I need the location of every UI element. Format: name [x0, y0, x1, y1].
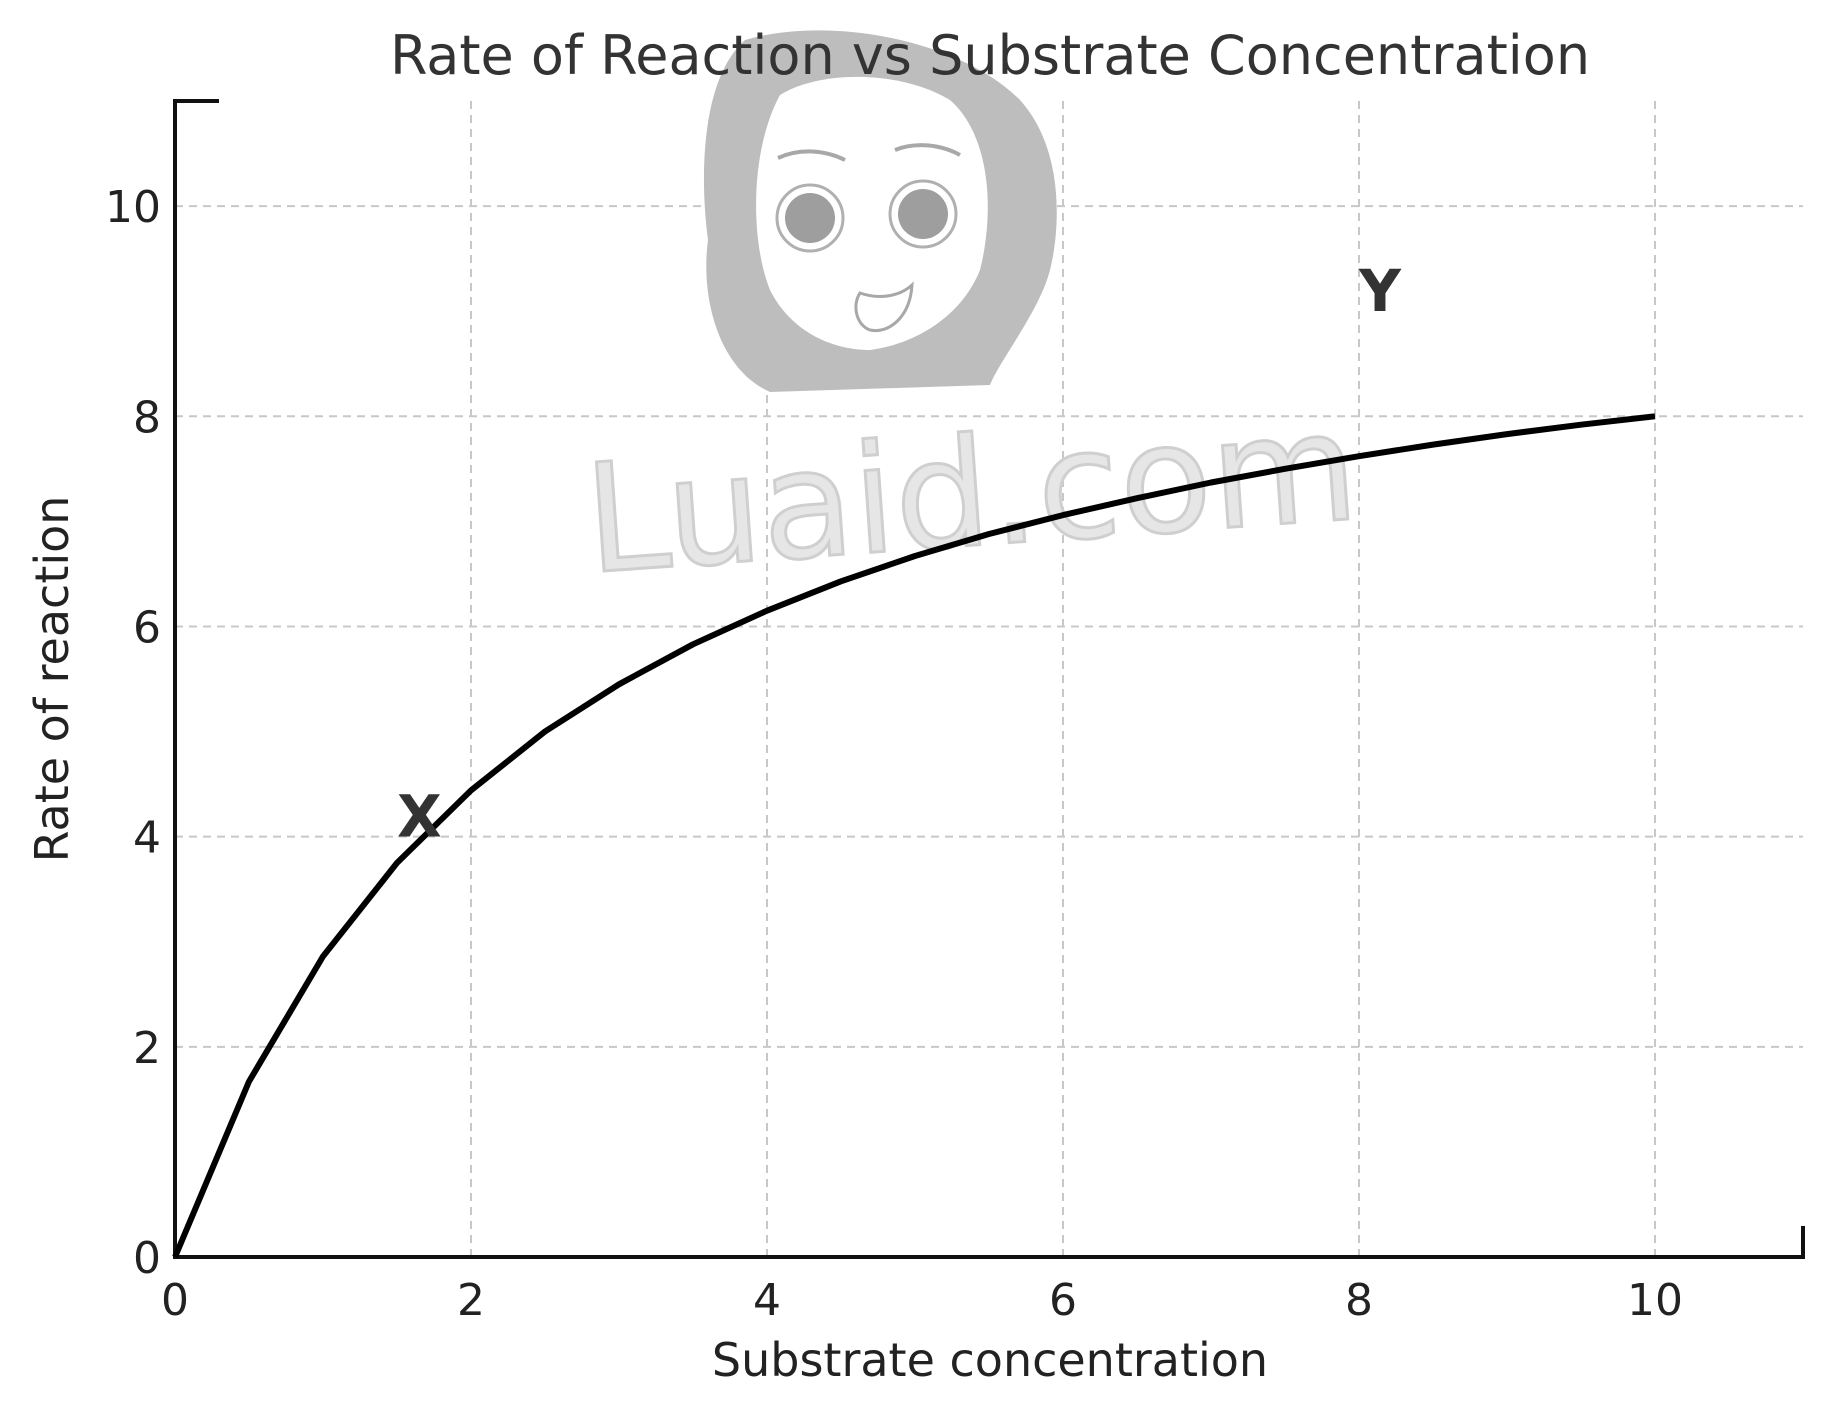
x-tick-label: 10 [1627, 1275, 1683, 1326]
chart-title: Rate of Reaction vs Substrate Concentrat… [390, 24, 1590, 87]
y-tick-label: 6 [133, 602, 161, 653]
tick-labels: 0 2 4 6 8 10 0 2 4 6 8 10 [105, 182, 1683, 1326]
x-tick-label: 2 [457, 1275, 485, 1326]
watermark: Luaid.com [578, 30, 1364, 609]
x-axis-label: Substrate concentration [712, 1333, 1268, 1387]
annotation-y: Y [1358, 257, 1402, 325]
grid [175, 101, 1803, 1257]
y-tick-label: 8 [133, 392, 161, 443]
x-tick-label: 0 [161, 1275, 189, 1326]
annotation-x: X [397, 783, 442, 851]
y-axis-label: Rate of reaction [25, 496, 79, 863]
axes [173, 99, 1805, 1259]
y-tick-label: 4 [133, 813, 161, 864]
x-tick-label: 6 [1049, 1275, 1077, 1326]
x-tick-label: 4 [753, 1275, 781, 1326]
watermark-face-icon [703, 30, 1057, 393]
y-tick-label: 0 [133, 1233, 161, 1284]
watermark-text: Luaid.com [580, 380, 1363, 607]
x-tick-label: 8 [1345, 1275, 1373, 1326]
y-tick-label: 2 [133, 1023, 161, 1074]
annotations: XY [397, 257, 1402, 850]
series-line [172, 413, 1656, 1259]
y-tick-label: 10 [105, 182, 161, 233]
